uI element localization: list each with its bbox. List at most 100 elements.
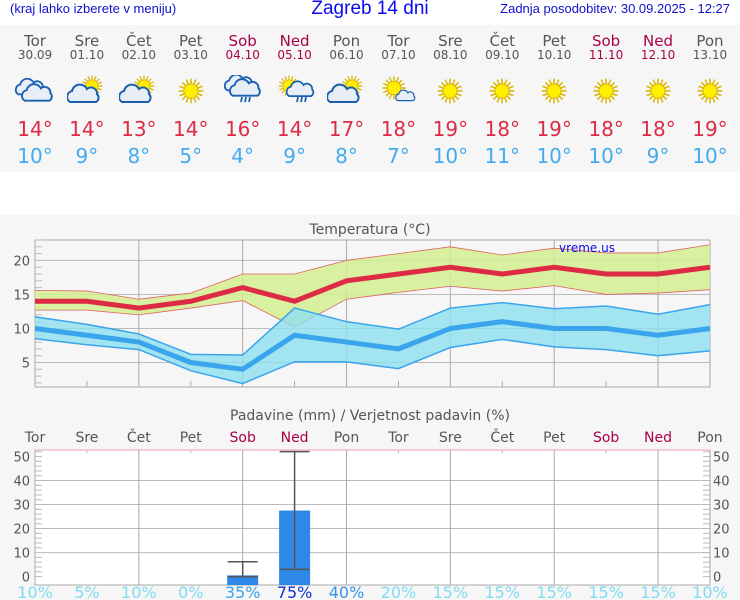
day-date: 02.10 [121,48,156,62]
min-temp: 5° [179,144,203,168]
max-temp: 19° [536,117,572,141]
max-temp: 16° [224,117,261,141]
precip-probability: 15% [433,583,469,600]
day-date: 13.10 [692,48,728,62]
y-tick-label-right: 30 [713,499,730,514]
sun-icon [489,77,516,105]
band-lower [34,337,711,385]
x-tick-label: Ned [644,430,672,446]
day-name: Sob [591,32,621,50]
max-temp: 18° [640,117,676,141]
precip-probability: 10% [692,583,728,600]
y-tick-label-left: 20 [13,523,30,538]
max-temp: 18° [380,117,417,141]
y-tick-label-left: 30 [13,499,30,514]
min-temp: 9° [283,144,306,168]
day-name: Pon [332,32,361,50]
day-date: 10.10 [537,48,572,62]
day-name: Pet [178,32,203,50]
day-name: Ned [279,32,310,50]
min-temp: 8° [127,144,151,168]
sun-cloud-rain-icon [277,75,314,103]
day-column: Pet 10.10 19° 10° [528,33,580,171]
min-temp: 10° [692,144,728,168]
sun-icon [437,77,464,105]
day-name: Tor [387,32,410,50]
band-lower [35,285,710,328]
x-tick-label: Sre [75,430,98,446]
max-temp: 19° [692,117,728,141]
x-tick-label: Čet [490,428,514,446]
max-temp: 18° [588,117,624,141]
cloudy-icon [15,77,53,102]
sun-icon [592,77,620,105]
min-temp: 9° [646,144,670,168]
max-temp: 14° [17,117,53,141]
y-tick-label-left: 10 [13,547,30,562]
x-tick-label: Ned [281,430,309,446]
day-date: 11.10 [588,48,624,62]
max-temp-line [35,264,711,311]
min-temp: 10° [588,144,624,168]
min-temp: 10° [536,144,572,168]
y-tick-label: 5 [22,357,30,372]
day-column: Sob 11.10 18° 10° [580,33,632,171]
precip-probability: 10% [17,583,53,600]
partly-cloudy-icon [326,75,363,103]
precipitation-chart: Padavine (mm) / Verjetnost padavin (%) 0… [13,408,730,600]
day-name: Čet [126,32,152,50]
band-upper [34,301,711,356]
min-temp: 10° [432,144,469,168]
min-temp: 9° [75,144,99,168]
day-date: 08.10 [433,48,468,62]
min-temp-line [34,319,711,372]
y-tick-label: 15 [13,288,30,303]
max-temp: 14° [173,117,209,141]
day-name: Tor [24,32,46,50]
max-temp: 13° [121,117,157,141]
day-column: Tor 30.09 14° 10° [9,33,61,171]
y-tick-label-right: 10 [713,547,730,562]
x-tick-label: Pon [334,430,359,446]
max-temp: 14° [69,117,105,141]
max-temp: 18° [484,117,520,141]
day-date: 07.10 [381,48,416,62]
precip-probability: 40% [329,583,365,600]
x-tick-label: Tor [24,430,46,446]
day-column: Sre 08.10 19° 10° [424,33,476,171]
temperature-chart-title: Temperatura (°C) [308,222,430,238]
x-tick-label: Čet [127,428,151,446]
day-name: Čet [489,32,516,50]
x-tick-label: Pet [543,430,566,446]
y-tick-label-left: 40 [13,475,30,490]
day-column: Ned 05.10 14° 9° [269,33,321,171]
y-tick-label: 20 [13,254,30,269]
min-temp: 11° [484,144,520,168]
day-name: Sre [74,32,100,50]
cloud-rain-icon [223,75,261,103]
sun-icon [177,77,204,105]
precip-probability: 15% [588,583,624,600]
band-upper [34,244,711,300]
x-tick-label: Pon [697,430,722,446]
precip-bar [227,575,259,585]
precip-probability: 35% [225,583,261,600]
precipitation-chart-title: Padavine (mm) / Verjetnost padavin (%) [230,408,510,424]
day-column: Pon 13.10 19° 10° [684,33,736,171]
sun-icon [541,77,568,105]
page-title: Zagreb 14 dni [311,0,429,19]
day-date: 09.10 [485,48,520,62]
day-name: Sre [438,32,463,50]
top-bar: (kraj lahko izberete v meniju) Zagreb 14… [0,0,740,25]
day-name: Sob [228,32,257,50]
min-temp: 10° [17,144,53,168]
precip-probability: 10% [121,583,157,600]
watermark: vreme.us [559,241,615,255]
y-tick-label-right: 50 [713,450,730,465]
x-tick-label: Sob [230,430,256,446]
temperature-chart: Temperatura (°C) 5 10 15 20 vreme.us [13,222,711,388]
precip-probability: 75% [277,583,313,600]
sun-small-cloud-icon [382,75,416,102]
day-date: 01.10 [69,48,105,62]
x-tick-label: Tor [387,430,409,446]
